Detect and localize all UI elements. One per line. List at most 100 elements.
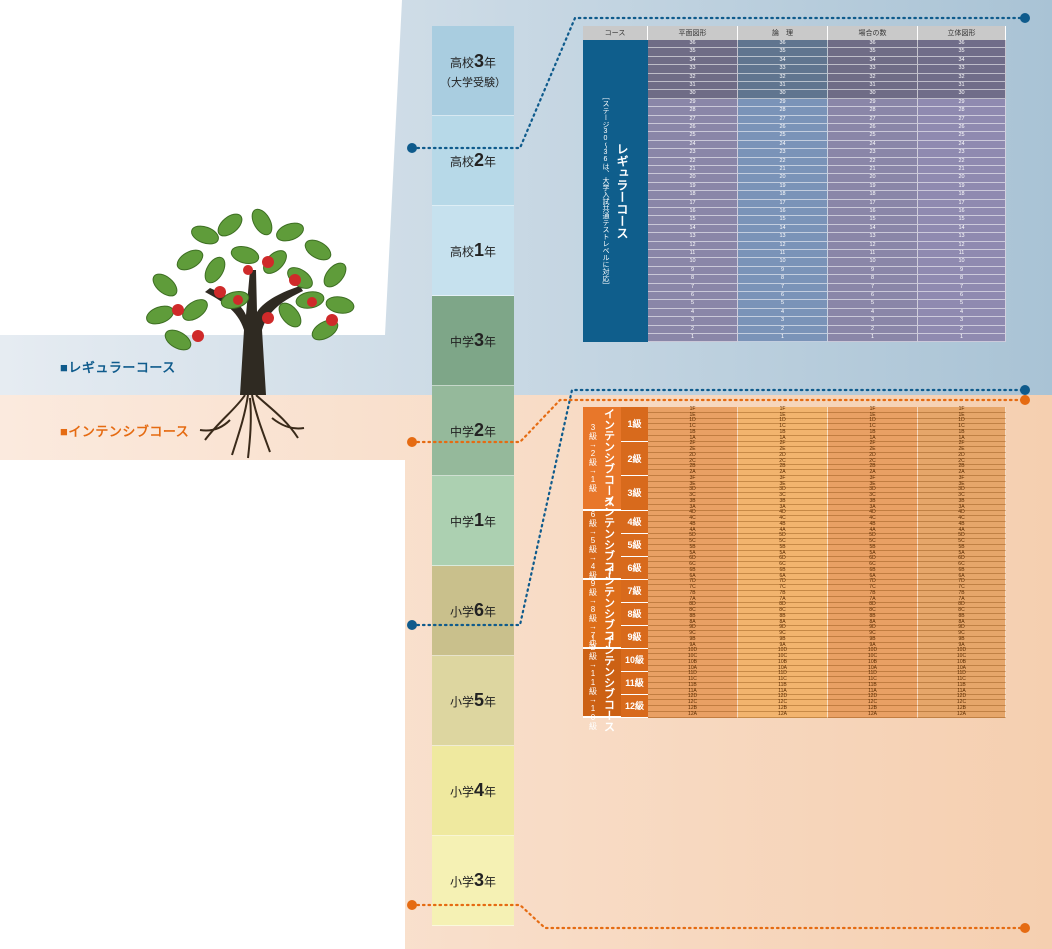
stage-cell: 5 <box>828 300 918 309</box>
level-cell: 8A <box>918 619 1006 626</box>
stage-cell: 32 <box>738 73 828 82</box>
stage-cell: 25 <box>918 132 1006 141</box>
level-cell: 6D <box>648 556 738 563</box>
level-cell: 7C <box>738 585 828 591</box>
level-cell: 1E <box>828 412 918 419</box>
stage-cell: 34 <box>738 56 828 66</box>
stage-cell: 34 <box>828 56 918 66</box>
level-cell: 8D <box>918 602 1006 609</box>
stage-cell: 28 <box>648 107 738 116</box>
stage-cell: 5 <box>648 300 738 309</box>
stage-cell: 21 <box>918 166 1006 175</box>
level-cell: 3C <box>648 493 738 499</box>
kyu-label: 4級 <box>621 510 648 534</box>
level-cell: 11D <box>648 671 738 678</box>
level-cell: 9D <box>918 625 1006 632</box>
grade-label: 高校3年 <box>449 51 497 71</box>
intensive-course-title: インテンシブコース <box>602 408 615 508</box>
level-cell: 3A <box>828 504 918 511</box>
level-cell: 7C <box>648 585 738 591</box>
connector-dot <box>407 437 417 447</box>
stage-cell: 34 <box>918 56 1006 66</box>
level-cell: 2D <box>738 452 828 459</box>
level-cell: 7A <box>738 596 828 603</box>
level-cell: 5A <box>648 550 738 557</box>
stage-cell: 22 <box>828 157 918 166</box>
level-cell: 5A <box>738 550 828 557</box>
connector-intensive-bottom <box>410 903 1027 930</box>
stage-cell: 28 <box>828 107 918 116</box>
stage-cell: 31 <box>648 82 738 91</box>
stage-cell: 11 <box>648 250 738 259</box>
stage-cell: 23 <box>738 149 828 158</box>
level-cell: 1C <box>828 424 918 430</box>
stage-cell: 9 <box>828 266 918 276</box>
level-cell: 2E <box>648 447 738 453</box>
stage-cell: 30 <box>918 90 1006 99</box>
stage-cell: 34 <box>648 56 738 66</box>
stage-cell: 15 <box>648 216 738 225</box>
stage-cell: 22 <box>648 157 738 166</box>
stage-cell: 32 <box>918 73 1006 82</box>
level-cell: 9B <box>828 636 918 643</box>
level-cell: 7A <box>828 596 918 603</box>
level-cell: 8C <box>828 608 918 614</box>
level-cell: 7C <box>918 585 1006 591</box>
stage-cell: 20 <box>918 174 1006 183</box>
stage-cell: 35 <box>828 48 918 57</box>
stage-cell: 8 <box>648 275 738 284</box>
level-cell: 1F <box>828 406 918 413</box>
level-cell: 11B <box>918 682 1006 689</box>
stage-cell: 24 <box>738 140 828 150</box>
level-cell: 6A <box>738 573 828 580</box>
level-cell: 3F <box>918 475 1006 482</box>
stage-cell: 19 <box>738 182 828 192</box>
stage-cell: 26 <box>828 124 918 133</box>
stage-cell: 17 <box>738 199 828 208</box>
level-cell: 5D <box>828 533 918 540</box>
intensive-course-sub: 3級→2級→1級 <box>588 423 598 493</box>
level-cell: 2A <box>648 470 738 476</box>
level-cell: 1B <box>828 429 918 436</box>
level-cell: 7A <box>648 596 738 603</box>
level-cell: 3E <box>738 481 828 488</box>
level-cell: 9A <box>648 642 738 649</box>
level-cell: 3B <box>648 498 738 505</box>
level-cell: 6B <box>738 567 828 574</box>
level-cell: 10D <box>828 648 918 655</box>
stage-cell: 30 <box>738 90 828 99</box>
stage-cell: 14 <box>828 224 918 234</box>
level-cell: 4A <box>648 527 738 534</box>
table-header-cell: 平面図形 <box>648 26 738 40</box>
level-cell: 8A <box>648 619 738 626</box>
stage-cell: 16 <box>828 208 918 217</box>
level-cell: 6D <box>738 556 828 563</box>
level-cell: 6C <box>738 562 828 568</box>
level-cell: 12B <box>828 705 918 712</box>
level-cell: 5A <box>828 550 918 557</box>
stage-cell: 30 <box>828 90 918 99</box>
level-cell: 9C <box>738 631 828 637</box>
level-cell: 3E <box>918 481 1006 488</box>
stage-cell: 1 <box>918 334 1006 343</box>
stage-cell: 5 <box>738 300 828 309</box>
stage-cell: 1 <box>828 334 918 343</box>
level-cell: 6C <box>648 562 738 568</box>
level-cell: 3C <box>738 493 828 499</box>
connector-dot <box>1020 923 1030 933</box>
level-cell: 5B <box>918 544 1006 551</box>
level-cell: 11A <box>738 688 828 695</box>
level-cell: 6A <box>648 573 738 580</box>
stage-cell: 7 <box>738 283 828 292</box>
level-cell: 10B <box>648 659 738 666</box>
stage-cell: 16 <box>738 208 828 217</box>
grade-cell: 高校2年 <box>432 116 514 206</box>
level-cell: 11C <box>828 677 918 683</box>
level-cell: 2B <box>738 464 828 471</box>
level-cell: 9A <box>738 642 828 649</box>
level-cell: 12A <box>648 711 738 718</box>
stage-cell: 3 <box>738 317 828 326</box>
level-cell: 11B <box>828 682 918 689</box>
stage-cell: 21 <box>828 166 918 175</box>
level-cell: 4C <box>738 516 828 522</box>
